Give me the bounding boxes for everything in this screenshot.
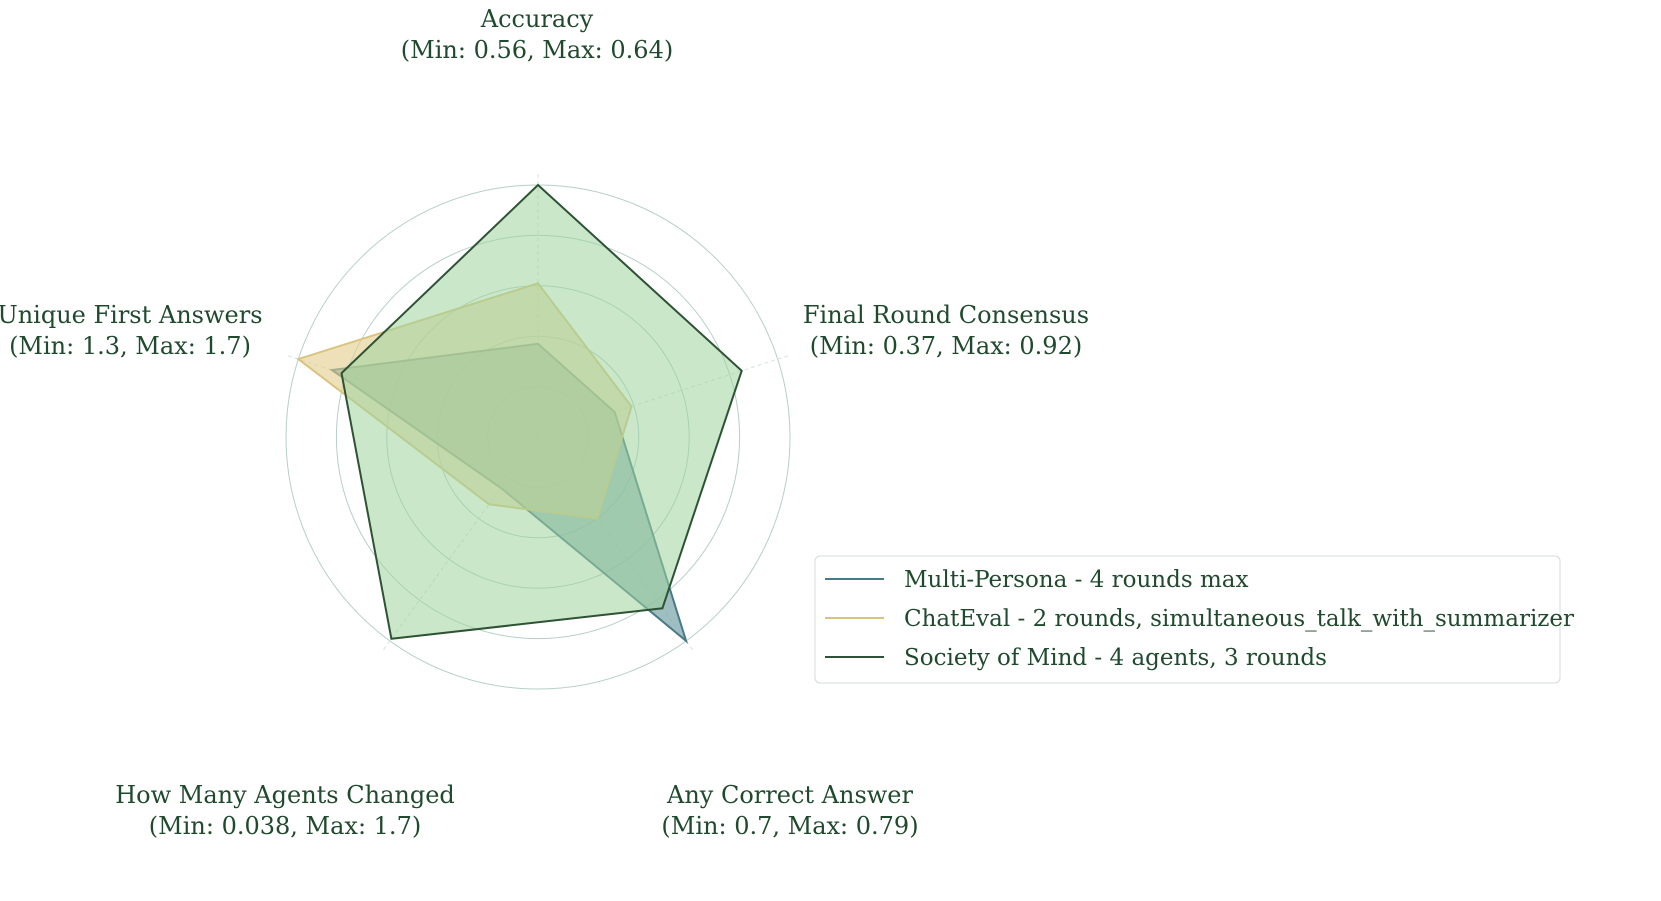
legend: Multi-Persona - 4 rounds max ChatEval - 2… — [814, 555, 1574, 684]
axis-label: Accuracy — [480, 5, 594, 33]
axis-range-label: (Min: 0.7, Max: 0.79) — [661, 812, 918, 840]
legend-label: Multi-Persona - 4 rounds max — [904, 567, 1248, 593]
axis-label: Final Round Consensus — [803, 301, 1089, 329]
legend-box — [814, 555, 1561, 684]
series-area-2 — [340, 183, 743, 640]
series-layer — [296, 183, 743, 644]
axis-label: How Many Agents Changed — [115, 781, 455, 809]
axis-labels: Accuracy (Min: 0.56, Max: 0.64) Final Roun… — [0, 5, 1089, 840]
axis-label: Unique First Answers — [0, 301, 263, 329]
axis-label: Any Correct Answer — [666, 781, 914, 809]
axis-range-label: (Min: 1.3, Max: 1.7) — [9, 332, 251, 360]
legend-label: ChatEval - 2 rounds, simultaneous_talk_w… — [904, 606, 1574, 632]
axis-range-label: (Min: 0.038, Max: 1.7) — [149, 812, 421, 840]
legend-label: Society of Mind - 4 agents, 3 rounds — [904, 645, 1327, 671]
axis-range-label: (Min: 0.56, Max: 0.64) — [401, 36, 673, 64]
axis-range-label: (Min: 0.37, Max: 0.92) — [810, 332, 1082, 360]
